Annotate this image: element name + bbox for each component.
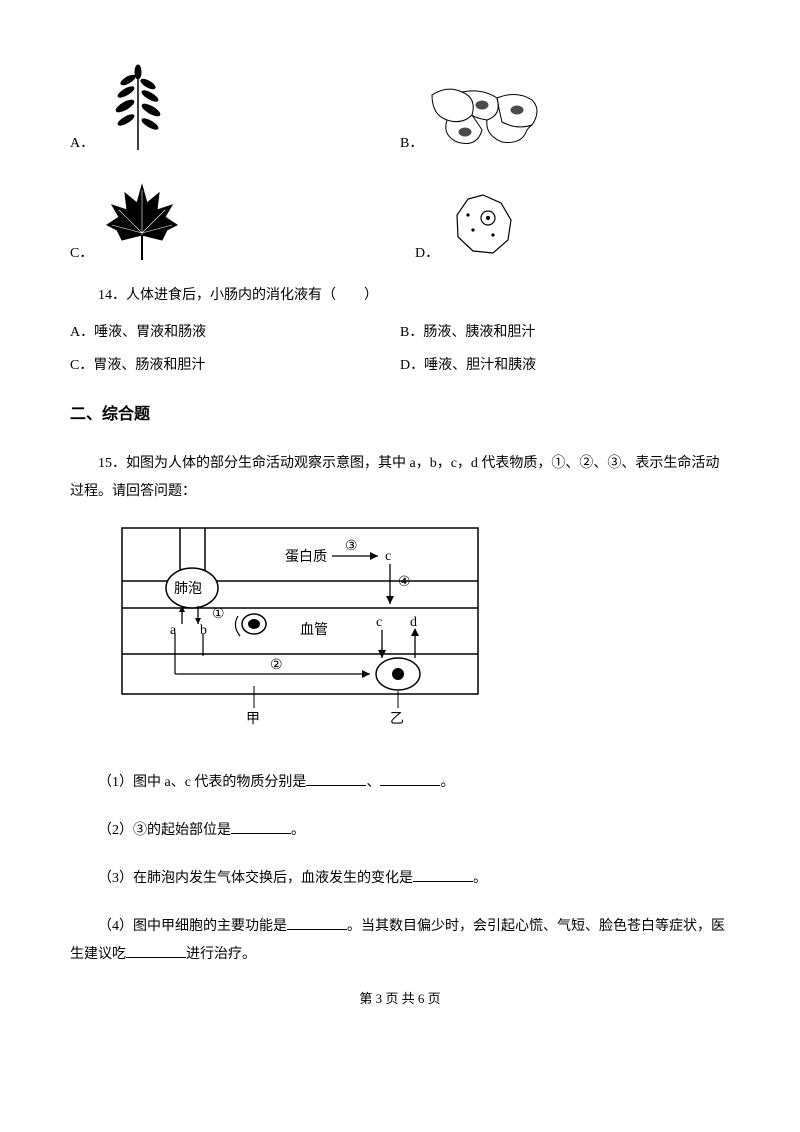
blank[interactable] (413, 867, 473, 882)
label-n4: ④ (398, 575, 411, 590)
page-footer: 第 3 页 共 6 页 (70, 989, 730, 1010)
option-label-C: C． (70, 243, 93, 265)
label-n2: ② (270, 658, 283, 673)
q13-option-D: D． (385, 185, 730, 265)
option-label-A: A． (70, 133, 94, 155)
blank[interactable] (231, 819, 291, 834)
q14-B: B．肠液、胰液和胆汁 (400, 322, 730, 344)
q14-C: C．胃液、肠液和胆汁 (70, 355, 400, 377)
q13-options-row-2: C． D． (70, 175, 730, 265)
pinnate-leaf-icon (98, 60, 178, 155)
q15-stem: 15．如图为人体的部分生命活动观察示意图，其中 a，b，c，d 代表物质，①、②… (70, 450, 730, 506)
label-d: d (410, 615, 417, 630)
label-xueguan: 血管 (300, 622, 328, 638)
label-feipao: 肺泡 (174, 581, 202, 597)
label-a: a (170, 623, 177, 638)
q14-stem: 14．人体进食后，小肠内的消化液有（ ） (70, 285, 730, 307)
single-cell-icon (443, 185, 523, 265)
q14-row-1: A．唾液、胃液和肠液 B．肠液、胰液和胆汁 (70, 322, 730, 344)
blank[interactable] (287, 915, 347, 930)
image-B-cells (427, 80, 557, 155)
q15-diagram: 肺泡 a b ① 血管 ② 蛋白质 ③ c ④ (120, 526, 730, 734)
q14-D: D．唾液、胆汁和胰液 (400, 355, 730, 377)
q13-option-A: A． (70, 60, 400, 155)
q15-sub3: （3）在肺泡内发生气体交换后，血液发生的变化是 。 (70, 865, 730, 893)
image-C-maple (97, 175, 187, 265)
q15-sub4-suffix: 进行治疗。 (186, 947, 256, 962)
maple-leaf-icon (97, 175, 187, 265)
label-yi: 乙 (390, 711, 404, 726)
label-danbaizhi: 蛋白质 (285, 549, 327, 565)
q13-options-row-1: A． B． (70, 60, 730, 155)
q15-sub4: （4）图中甲细胞的主要功能是。当其数目偏少时，会引起心慌、气短、脸色苍白等症状，… (70, 913, 730, 969)
q15-sub2: （2）③的起始部位是 。 (70, 817, 730, 845)
q15-sub1-suffix: 。 (440, 775, 454, 790)
label-jia: 甲 (246, 712, 260, 726)
option-label-B: B． (400, 133, 423, 155)
life-activity-diagram: 肺泡 a b ① 血管 ② 蛋白质 ③ c ④ (120, 526, 480, 726)
blank[interactable] (306, 771, 366, 786)
label-n1: ① (212, 607, 225, 622)
q15-sub2-prefix: （2）③的起始部位是 (98, 823, 231, 838)
q15-sub1: （1）图中 a、c 代表的物质分别是 、 。 (70, 769, 730, 797)
q13-option-B: B． (400, 80, 730, 155)
image-D-cell (443, 185, 523, 265)
section-2-heading: 二、综合题 (70, 402, 730, 428)
q13-option-C: C． (70, 175, 385, 265)
q14-A: A．唾液、胃液和肠液 (70, 322, 400, 344)
option-label-D: D． (415, 243, 439, 265)
blank[interactable] (380, 771, 440, 786)
q15-sub4-prefix: （4）图中甲细胞的主要功能是 (98, 919, 287, 934)
q15-sub1-mid: 、 (366, 775, 380, 790)
label-n3: ③ (345, 539, 358, 554)
q15-sub3-suffix: 。 (473, 871, 487, 886)
q15-sub2-suffix: 。 (291, 823, 305, 838)
q15-sub3-prefix: （3）在肺泡内发生气体交换后，血液发生的变化是 (98, 871, 413, 886)
epidermis-cells-icon (427, 80, 557, 155)
q15-sub1-prefix: （1）图中 a、c 代表的物质分别是 (98, 775, 306, 790)
label-c-mid: c (376, 615, 382, 630)
q14-row-2: C．胃液、肠液和胆汁 D．唾液、胆汁和胰液 (70, 355, 730, 377)
blank[interactable] (126, 943, 186, 958)
label-c-top: c (385, 549, 391, 564)
image-A-leaf (98, 60, 178, 155)
